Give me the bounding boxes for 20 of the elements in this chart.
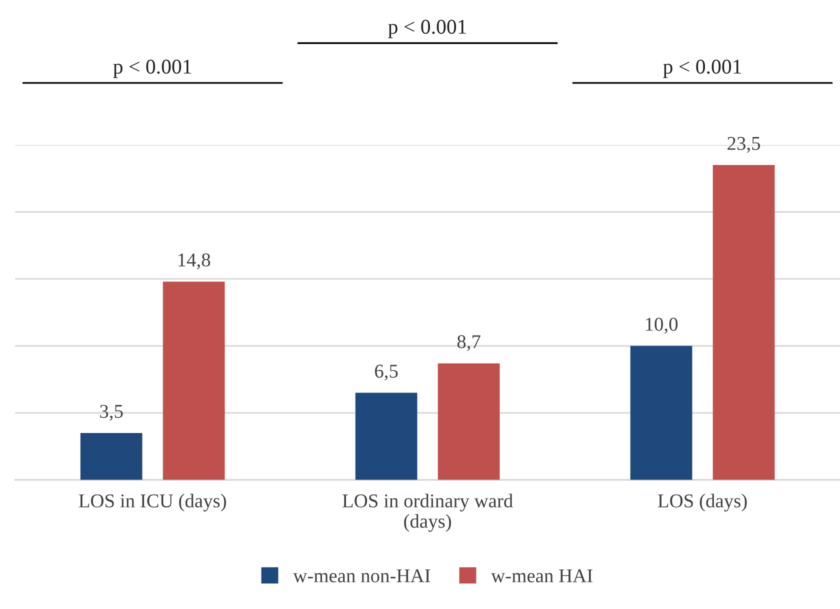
text: p < 0.001 xyxy=(113,60,192,78)
bar xyxy=(355,392,418,480)
bar xyxy=(438,363,500,480)
x-tick-label: LOS in ICU (days) xyxy=(78,494,226,512)
legend-label: w-mean HAI xyxy=(491,569,592,582)
data-label: 10,0 xyxy=(646,318,678,334)
x-tick-label: LOS (days) xyxy=(658,494,747,512)
text: p < 0.001 xyxy=(388,20,466,38)
data-label: 3,5 xyxy=(100,404,123,421)
x-tick-label: LOS in ordinary ward (days) xyxy=(342,494,513,532)
bar xyxy=(712,165,775,480)
data-label: 23,5 xyxy=(728,136,760,153)
data-label: 6,5 xyxy=(375,364,398,381)
bar xyxy=(630,346,692,480)
bar xyxy=(162,282,225,480)
data-label: 8,7 xyxy=(457,335,480,352)
bar xyxy=(80,433,142,480)
legend-label: w-mean non-HAI xyxy=(293,569,430,582)
text: p < 0.001 xyxy=(663,60,741,78)
data-label: 14,8 xyxy=(178,253,210,270)
